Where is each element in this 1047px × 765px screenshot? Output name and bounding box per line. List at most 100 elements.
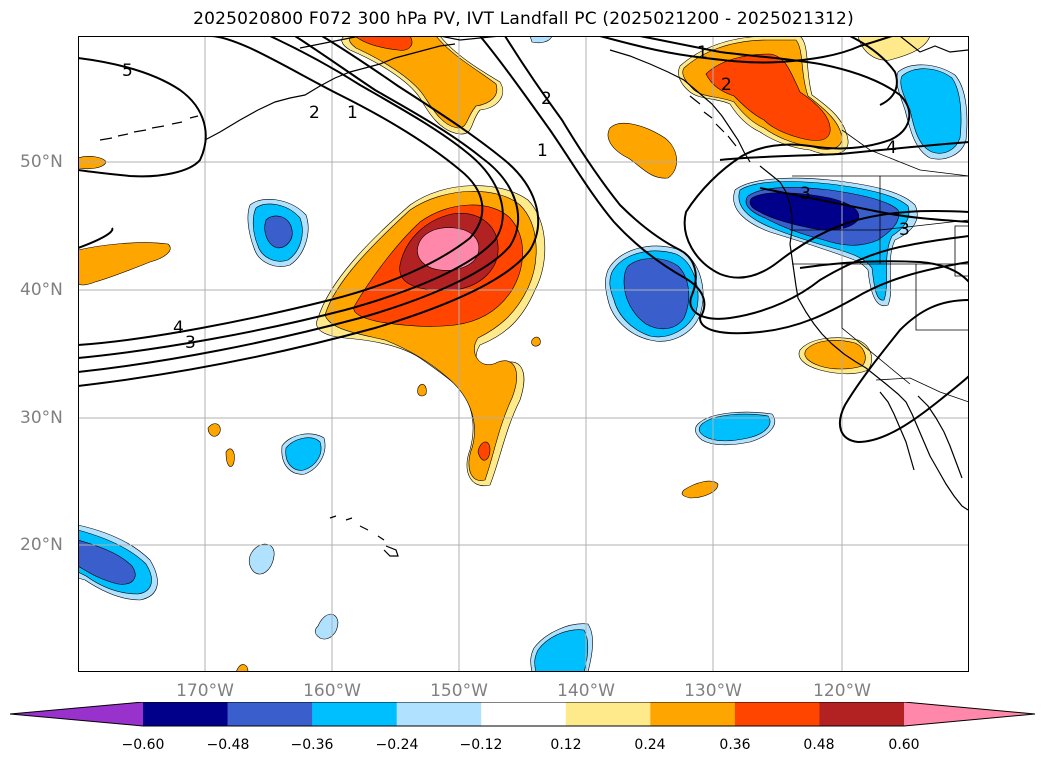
border-us-mexico — [875, 377, 969, 403]
pv-contour-3 — [78, 36, 540, 387]
shade-pos-alaska-024 — [349, 36, 498, 129]
shade-pos-pnw-036 — [705, 53, 831, 141]
contour-label: 4 — [886, 138, 897, 158]
pv-contour-sw-1 — [78, 227, 114, 249]
shade-pos-alaska-036 — [354, 36, 413, 51]
border-wa-or — [790, 219, 969, 231]
pv-contour-3b — [759, 187, 969, 223]
shade-pos-hi-4 — [417, 383, 427, 397]
contour-label: 4 — [173, 318, 184, 338]
map-title: 2025020800 F072 300 hPa PV, IVT Landfall… — [193, 9, 854, 29]
pv-contour-5 — [78, 57, 207, 178]
colorbar-bin — [650, 702, 736, 726]
shade-neg-bot-036 — [534, 629, 589, 672]
lon-label-160w: 160°W — [303, 681, 361, 701]
pv-contour-1a — [504, 36, 969, 320]
pv-contour-1c — [849, 36, 898, 106]
colorbar-bin — [481, 702, 567, 726]
coast-alaska-peninsula — [204, 43, 456, 141]
coast-hawaii — [329, 515, 399, 557]
contour-label: 2 — [541, 89, 552, 109]
shade-pos-small-west2 — [78, 156, 107, 170]
contour-label: 1 — [697, 43, 708, 63]
lat-label-50n: 50°N — [20, 152, 63, 172]
shade-pos-small-1 — [607, 123, 677, 179]
lon-label-130w: 130°W — [684, 681, 742, 701]
shade-neg-west-048 — [264, 215, 293, 249]
shade-neg-hi-036 — [285, 437, 322, 471]
contour-label: 3 — [185, 333, 196, 353]
colorbar-tick: 0.48 — [803, 737, 835, 753]
colorbar-bin — [819, 702, 905, 726]
colorbar-bin — [312, 702, 398, 726]
lon-label-120w: 120°W — [813, 681, 871, 701]
shade-pos-central-tongue — [477, 441, 491, 461]
lon-label-140w: 140°W — [557, 681, 615, 701]
shade-neg-sw-048 — [78, 539, 136, 585]
contour-label: 1 — [347, 103, 358, 123]
lat-label-40n: 40°N — [20, 280, 63, 300]
colorbar-tick: −0.24 — [375, 737, 419, 753]
colorbar-tick: 0.36 — [719, 737, 751, 753]
pv-contour-1b — [599, 36, 893, 64]
colorbar-extend-min — [10, 702, 143, 726]
colorbar-bin — [143, 702, 229, 726]
shade-neg-hi3-024 — [314, 613, 339, 640]
shade-pos-small-west — [78, 242, 171, 286]
coast-alaska-panhandle — [609, 49, 751, 163]
shade-pos-hi-2 — [207, 423, 221, 437]
colorbar-bin — [227, 702, 313, 726]
coast-gulf-ca — [917, 395, 963, 479]
contour-labels: 5 2 1 2 1 1 2 4 3 4 3 3 — [122, 43, 910, 353]
pv-contour-2c — [479, 36, 969, 335]
coast-bc-islands — [689, 95, 737, 147]
border-nv — [841, 264, 911, 385]
colorbar-tick: −0.36 — [290, 737, 334, 753]
shade-pos-hi-1 — [681, 480, 719, 499]
shade-neg-sub-048 — [623, 258, 690, 330]
pc-shading — [78, 36, 968, 672]
pv-contour-2a — [78, 36, 484, 346]
pv-contour-4b — [719, 141, 969, 161]
shade-neg-se-036 — [698, 413, 771, 442]
contour-label: 3 — [800, 184, 811, 204]
colorbar-bin — [565, 702, 651, 726]
contour-label: 2 — [309, 103, 320, 123]
colorbar-tick: 0.12 — [550, 737, 582, 753]
lat-label-30n: 30°N — [20, 408, 63, 428]
shade-neg-hi2-024 — [248, 543, 275, 575]
shade-pos-hi-3 — [225, 448, 235, 467]
coast-aleutians-1 — [99, 115, 199, 141]
lon-label-150w: 150°W — [430, 681, 488, 701]
contour-label: 2 — [721, 75, 732, 95]
pv-contour-4 — [78, 36, 520, 373]
contour-label: 1 — [537, 141, 548, 161]
pv-contour-3c — [799, 260, 969, 444]
colorbar-outline — [10, 702, 1036, 727]
shade-neg-top — [529, 36, 553, 44]
pv-contour-2b — [78, 36, 504, 359]
coast-pnw — [759, 165, 969, 511]
border-bc-ab — [841, 129, 969, 177]
colorbar-tick: 0.60 — [888, 737, 920, 753]
border-canada-box — [954, 225, 969, 277]
colorbar — [10, 702, 1036, 727]
colorbar-tick: −0.12 — [459, 737, 503, 753]
contour-label: 5 — [122, 61, 133, 81]
political-borders — [790, 129, 969, 403]
border-az — [915, 264, 969, 331]
coast-ne-edge — [899, 36, 969, 53]
contour-label: 3 — [899, 220, 910, 240]
shade-pos-hi-5 — [531, 336, 541, 347]
lon-label-170w: 170°W — [176, 681, 234, 701]
colorbar-bin — [396, 702, 482, 726]
map-panel[interactable]: 5 2 1 2 1 1 2 4 3 4 3 3 — [78, 36, 969, 672]
colorbar-tick: −0.60 — [121, 737, 165, 753]
coastlines — [99, 36, 969, 557]
colorbar-tick: −0.48 — [206, 737, 250, 753]
pv-contours — [78, 36, 969, 444]
colorbar-bin — [734, 702, 820, 726]
lat-label-20n: 20°N — [20, 535, 63, 555]
colorbar-tick: 0.24 — [634, 737, 666, 753]
shade-pos-bot — [235, 664, 249, 672]
